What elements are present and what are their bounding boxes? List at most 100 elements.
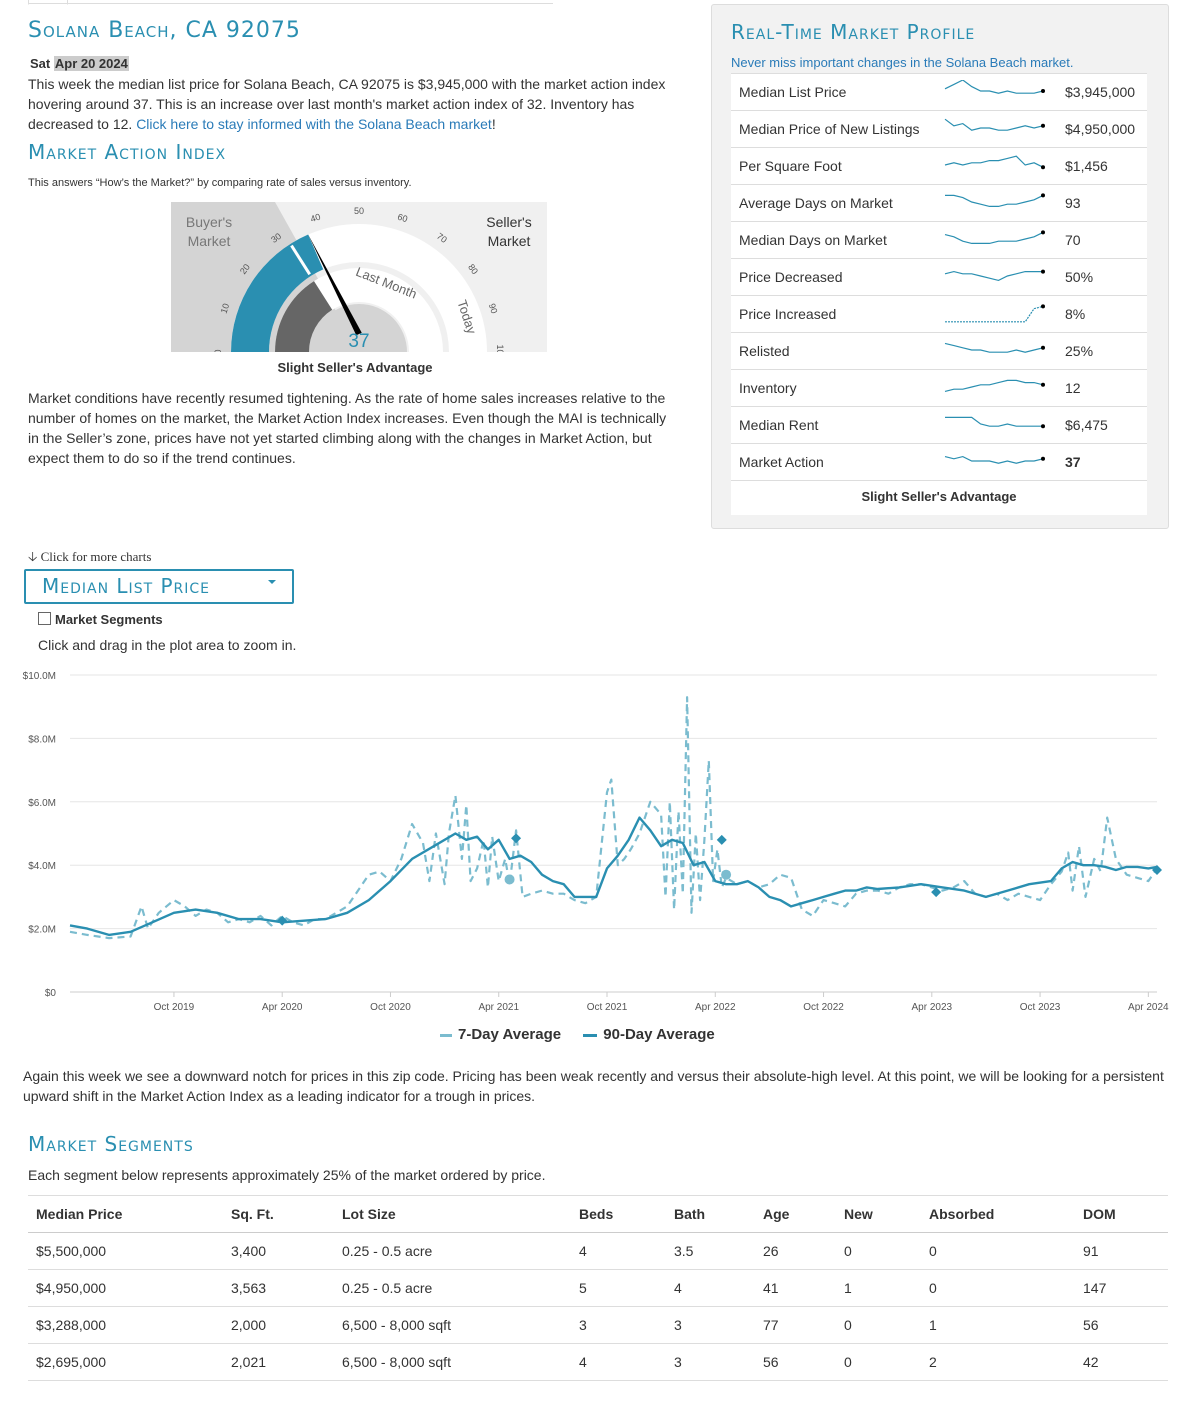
chart-event-marker xyxy=(511,833,522,844)
profile-table: Median List Price $3,945,000 Median Price … xyxy=(731,73,1147,515)
sparkline-end-dot xyxy=(1041,424,1045,429)
segment-cell: 1 xyxy=(836,1269,921,1307)
segments-col-header: Beds xyxy=(571,1195,666,1233)
y-tick-label: $6.0M xyxy=(28,798,56,809)
sparkline xyxy=(944,80,1045,94)
sparkline-path xyxy=(945,194,1044,207)
more-charts-hint[interactable]: 🡣 Click for more charts xyxy=(28,548,151,570)
segment-cell: 0 xyxy=(921,1269,1075,1307)
series-90day-line xyxy=(69,816,1158,937)
profile-row[interactable]: Market Action 37 xyxy=(731,443,1147,480)
segments-col-header: Median Price xyxy=(28,1195,223,1233)
gauge-tick-label: 20 xyxy=(238,262,252,276)
profile-row[interactable]: Median List Price $3,945,000 xyxy=(731,73,1147,110)
mai-paragraph: Market conditions have recently resumed … xyxy=(28,390,667,466)
gauge-tick-label: 30 xyxy=(269,231,283,245)
arrow-down-icon: 🡣 xyxy=(28,549,38,564)
mai-value: 37 xyxy=(348,331,369,352)
profile-row[interactable]: Average Days on Market 93 xyxy=(731,184,1147,221)
stay-informed-link[interactable]: Click here to stay informed with the Sol… xyxy=(136,116,492,132)
profile-row[interactable]: Inventory 12 xyxy=(731,369,1147,406)
profile-row[interactable]: Price Decreased 50% xyxy=(731,258,1147,295)
chart-event-marker xyxy=(716,834,727,845)
profile-footer: Slight Seller's Advantage xyxy=(731,480,1147,515)
sparkline-path xyxy=(944,270,1043,282)
profile-row-value: 25% xyxy=(1065,343,1094,359)
gauge-needle xyxy=(308,234,362,336)
gauge-tick-label: 70 xyxy=(435,231,449,245)
y-tick-label: $10.0M xyxy=(23,671,56,682)
x-tick-label: Oct 2019 xyxy=(154,1002,195,1013)
analysis-paragraph: Again this week we see a downward notch … xyxy=(23,1068,1164,1104)
intro-text: This week the median list price for Sola… xyxy=(28,76,666,132)
profile-row-label: Average Days on Market xyxy=(739,195,893,211)
profile-row-value: 12 xyxy=(1065,380,1081,396)
sparkline xyxy=(944,342,1045,353)
profile-row-label: Price Decreased xyxy=(739,269,843,285)
sparkline-path xyxy=(944,80,1044,94)
x-tick-label: Oct 2023 xyxy=(1020,1002,1061,1013)
sparkline xyxy=(944,230,1045,244)
legend-90day[interactable]: 90-Day Average xyxy=(583,1026,715,1043)
profile-row[interactable]: Price Increased 8% xyxy=(731,295,1147,332)
profile-row[interactable]: Per Square Foot $1,456 xyxy=(731,147,1147,184)
gauge-tick-label: 10 xyxy=(219,302,232,315)
segment-cell: 4 xyxy=(666,1269,755,1307)
segment-cell: 3,563 xyxy=(223,1269,334,1307)
segment-cell: 0.25 - 0.5 acre xyxy=(334,1269,571,1307)
sparkline-path xyxy=(944,231,1044,244)
market-segments-toggle[interactable]: Market Segments xyxy=(38,612,163,627)
chart-type-dropdown[interactable]: Median List Price xyxy=(24,569,294,604)
active-tab[interactable] xyxy=(28,0,68,5)
profile-row[interactable]: Median Price of New Listings $4,950,000 xyxy=(731,110,1147,147)
legend-7day-swatch xyxy=(440,1033,452,1037)
checkbox[interactable] xyxy=(38,612,51,625)
dropdown-label: Median List Price xyxy=(42,574,211,598)
segment-cell: 91 xyxy=(1075,1232,1168,1270)
profile-row-label: Median Rent xyxy=(739,417,819,433)
legend-90day-label: 90-Day Average xyxy=(603,1026,715,1043)
profile-row[interactable]: Median Days on Market 70 xyxy=(731,221,1147,258)
x-tick-label: Oct 2021 xyxy=(587,1002,628,1013)
gauge-tick-label: 90 xyxy=(487,302,500,315)
sparkline-end-dot xyxy=(1041,269,1045,274)
gauge-tick-label: 40 xyxy=(309,212,322,225)
date-highlight: Apr 20 2024 xyxy=(53,56,129,71)
segments-col-header: Lot Size xyxy=(334,1195,571,1233)
segment-cell: 42 xyxy=(1075,1343,1168,1381)
segment-cell: 3 xyxy=(666,1306,755,1344)
sparkline-path xyxy=(945,416,1043,427)
segment-cell: 2 xyxy=(921,1343,1075,1381)
segment-cell: 56 xyxy=(1075,1306,1168,1344)
segments-title: Market Segments xyxy=(28,1132,194,1156)
buyers-label-1: Buyer's xyxy=(186,214,232,230)
sparkline-end-dot xyxy=(1041,165,1045,170)
segment-cell: 5 xyxy=(571,1269,666,1307)
profile-title: Real-Time Market Profile xyxy=(731,20,976,44)
legend-7day[interactable]: 7-Day Average xyxy=(440,1026,561,1043)
gauge-caption: Slight Seller's Advantage xyxy=(277,360,433,375)
sparkline xyxy=(944,379,1045,392)
segment-cell: 77 xyxy=(755,1306,836,1344)
segment-cell: 2,021 xyxy=(223,1343,334,1381)
segment-cell: 4 xyxy=(571,1232,666,1270)
y-tick-label: $4.0M xyxy=(28,861,56,872)
segment-cell: 0 xyxy=(836,1306,921,1344)
chart-event-marker xyxy=(1152,864,1162,875)
y-tick-label: $8.0M xyxy=(28,734,56,745)
chart-event-marker xyxy=(504,874,515,885)
profile-row[interactable]: Median Rent $6,475 xyxy=(731,406,1147,443)
x-tick-label: Apr 2023 xyxy=(912,1002,953,1013)
x-tick-label: Oct 2022 xyxy=(803,1002,844,1013)
chart-event-marker xyxy=(277,915,288,926)
median-list-price-chart[interactable]: $0 $2.0M $4.0M $6.0M $8.0M $10.0M Oct 2019 Apr … xyxy=(0,662,1198,1022)
segments-col-header: Sq. Ft. xyxy=(223,1195,334,1233)
sparkline-end-dot xyxy=(1041,456,1045,461)
report-date: Sat Apr 20 2024 xyxy=(30,56,129,71)
gauge-tick-label: 0 xyxy=(213,349,223,352)
sparkline-end-dot xyxy=(1041,345,1045,350)
segment-row: $3,288,000 2,000 6,500 - 8,000 sqft 3 3 77 0 1 5… xyxy=(28,1306,1168,1344)
gauge-today-fill xyxy=(231,234,324,352)
profile-row[interactable]: Relisted 25% xyxy=(731,332,1147,369)
sparkline xyxy=(944,155,1045,170)
